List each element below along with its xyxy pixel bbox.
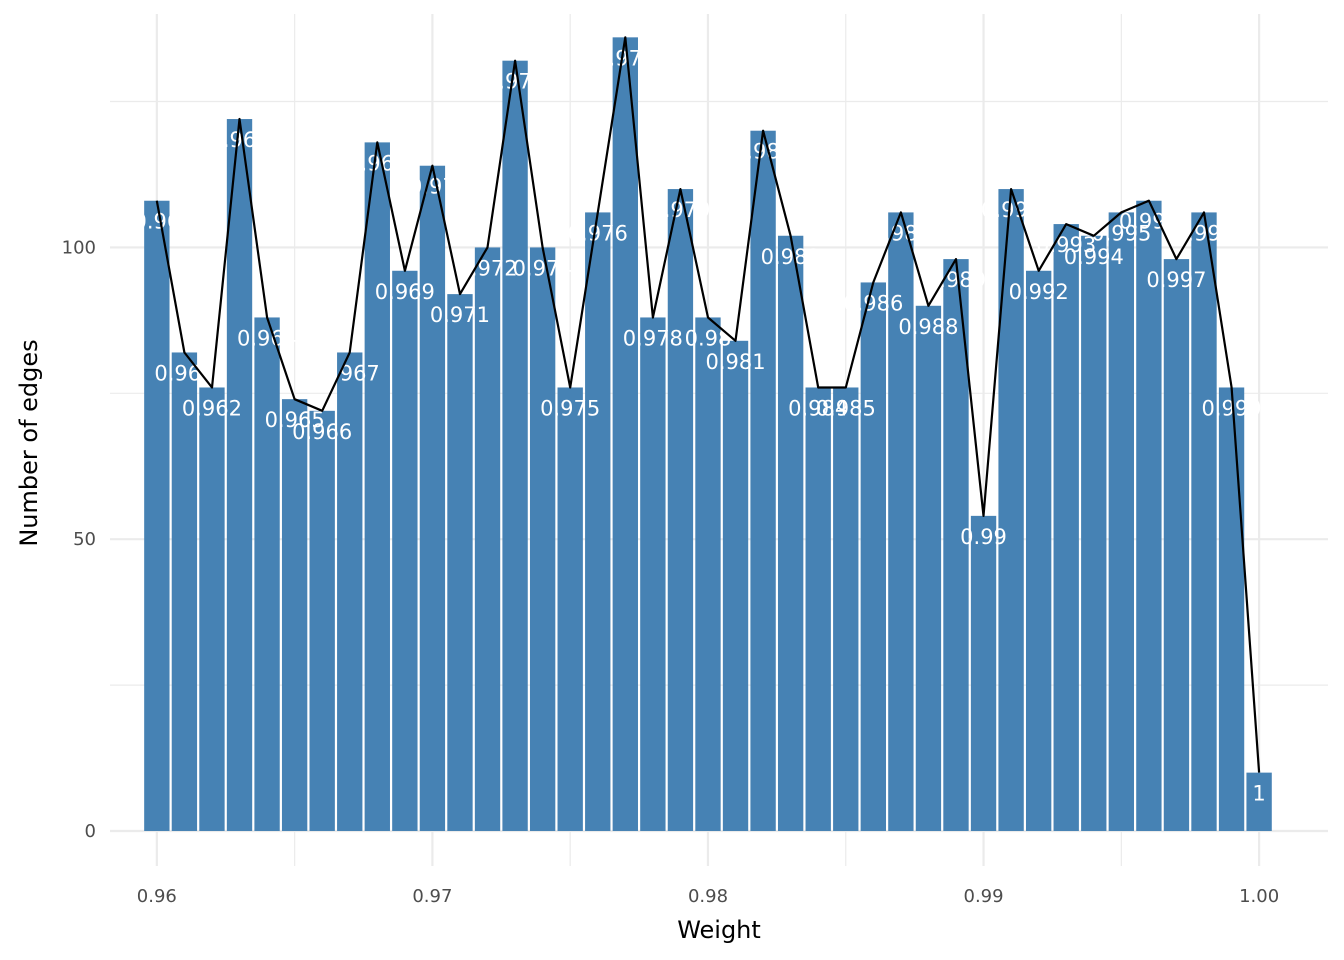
bar-label: 1 — [1252, 782, 1265, 806]
bar-label: 0.993 — [1036, 233, 1096, 257]
bar — [667, 189, 694, 831]
bar — [722, 340, 749, 831]
bar-label: 0.987 — [871, 221, 931, 245]
y-axis-title: Number of edges — [15, 339, 43, 546]
x-tick-label: 0.99 — [964, 886, 1004, 907]
bar-label: 0.988 — [898, 315, 958, 339]
bar — [199, 387, 225, 831]
bar-label: 0.989 — [926, 268, 986, 292]
bar-label: 0.979 — [650, 198, 710, 222]
bar — [144, 200, 170, 831]
bar-label: 0.972 — [457, 256, 517, 280]
bar — [915, 305, 942, 831]
bar — [1025, 270, 1052, 831]
bar-label: 0.961 — [154, 361, 214, 385]
bar — [254, 317, 280, 831]
bar — [392, 270, 418, 831]
x-tick-label: 1.00 — [1239, 886, 1279, 907]
bar-label: 0.996 — [1119, 210, 1179, 234]
bar-label: 0.982 — [733, 140, 793, 164]
bar — [1136, 200, 1162, 831]
bar — [612, 37, 638, 831]
bar — [860, 282, 886, 831]
bar-label: 0.984 — [788, 396, 848, 420]
bar — [970, 515, 997, 831]
bar-label: 0.994 — [1064, 245, 1124, 269]
bar — [943, 259, 969, 831]
bar-label: 0.964 — [237, 326, 297, 350]
bar-label: 0.997 — [1146, 268, 1206, 292]
bar — [640, 317, 666, 831]
bar-label: 0.976 — [568, 221, 628, 245]
bars — [144, 37, 1272, 831]
bar — [474, 247, 501, 831]
bar-label: 0.969 — [375, 280, 435, 304]
bar-label: 0.974 — [513, 256, 573, 280]
bar — [1218, 387, 1245, 831]
bar-label: 0.96 — [133, 210, 180, 234]
bar-label: 0.965 — [265, 408, 325, 432]
bar — [281, 399, 308, 831]
bar-label: 0.995 — [1091, 221, 1151, 245]
bar — [750, 130, 776, 831]
bar — [777, 235, 804, 831]
bar-label: 0.963 — [209, 128, 269, 152]
bar — [171, 352, 198, 831]
bar — [1246, 772, 1272, 831]
bar-label: 0.992 — [1009, 280, 1069, 304]
bar — [805, 387, 831, 831]
bar-label: 0.975 — [540, 396, 600, 420]
trend-line — [155, 36, 1261, 773]
bar — [1108, 212, 1135, 831]
bar-label: 0.998 — [1174, 221, 1234, 245]
bar-label: 0.973 — [485, 70, 545, 94]
bar-label: 0.977 — [595, 46, 655, 70]
trend-line-group — [155, 36, 1261, 773]
bar — [1191, 212, 1217, 831]
y-tick-label: 0 — [85, 821, 96, 842]
x-tick-label: 0.98 — [688, 886, 728, 907]
bar — [1053, 224, 1079, 831]
axis-ticks: 0.96 0.97 0.98 0.99 1.00 0 50 100 — [62, 237, 1280, 907]
y-tick-label: 100 — [62, 237, 96, 258]
bar-label: 0.968 — [347, 151, 407, 175]
bar — [529, 247, 556, 831]
x-tick-label: 0.96 — [137, 886, 177, 907]
bar-label: 0.983 — [761, 245, 821, 269]
bar-label: 0.962 — [182, 396, 242, 420]
bar — [833, 387, 859, 831]
bar — [447, 294, 473, 831]
y-tick-label: 50 — [73, 529, 96, 550]
bar — [585, 212, 611, 831]
bar — [337, 352, 363, 831]
bar-label: 0.97 — [409, 175, 456, 199]
bar — [1081, 235, 1107, 831]
bar — [1163, 259, 1190, 831]
bar-label: 0.981 — [705, 350, 765, 374]
bar — [419, 165, 446, 831]
bar — [502, 60, 528, 831]
bar-label: 0.967 — [320, 361, 380, 385]
bar-label: 0.986 — [843, 291, 903, 315]
x-axis-title: Weight — [677, 916, 761, 944]
bar-label: 0.971 — [430, 303, 490, 327]
bar — [888, 212, 914, 831]
bar-label: 0.966 — [292, 420, 352, 444]
bar — [364, 142, 390, 831]
bar — [309, 410, 335, 831]
bar — [695, 317, 721, 831]
bar-label: 0.985 — [816, 396, 876, 420]
bar — [226, 119, 253, 831]
bar — [557, 387, 583, 831]
bar-label: 0.978 — [623, 326, 683, 350]
x-tick-label: 0.97 — [412, 886, 452, 907]
bar-label: 0.99 — [960, 525, 1007, 549]
